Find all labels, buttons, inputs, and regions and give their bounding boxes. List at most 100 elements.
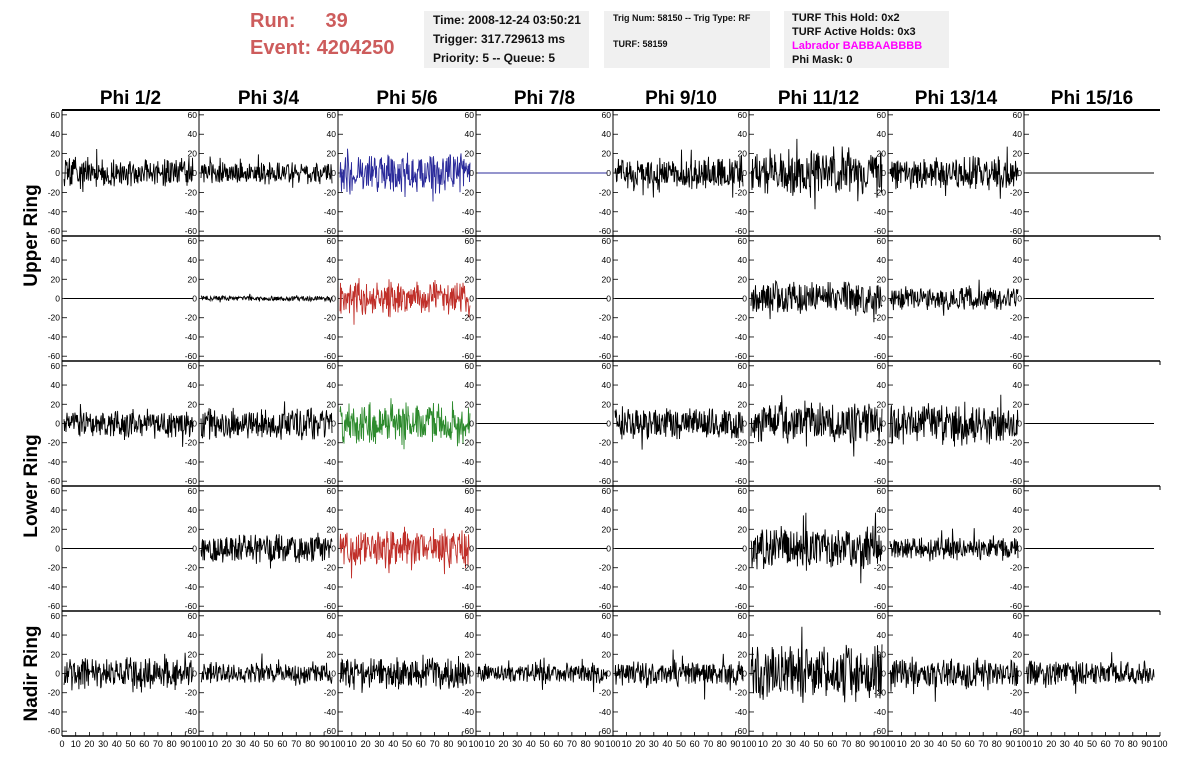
y-tick-label: 60 <box>738 236 748 246</box>
y-tick-label: -40 <box>735 207 748 217</box>
x-tick-label: 40 <box>526 739 536 749</box>
x-tick-label: 40 <box>662 739 672 749</box>
y-tick-label: 60 <box>327 611 337 621</box>
y-tick-label: -60 <box>874 726 887 736</box>
y-tick-label: 20 <box>602 524 612 534</box>
y-tick-label: 60 <box>1013 361 1023 371</box>
y-tick-label: -60 <box>48 476 61 486</box>
y-tick-label: 20 <box>1013 399 1023 409</box>
y-tick-label: 20 <box>51 524 61 534</box>
y-tick-label: 60 <box>602 611 612 621</box>
y-tick-label: 40 <box>465 129 475 139</box>
waveform-panel: -60 -40 -20 0 20 40 60 <box>324 486 476 612</box>
y-tick-label: 0 <box>1017 168 1022 178</box>
waveform-trace <box>63 148 194 193</box>
y-tick-label: -40 <box>48 582 61 592</box>
row-label: Lower Ring <box>21 434 42 537</box>
y-tick-label: -20 <box>48 313 61 323</box>
waveform-panel: -60 -40 -20 0 20 40 60 <box>462 236 613 362</box>
y-tick-label: -60 <box>1010 351 1023 361</box>
y-tick-label: -60 <box>324 601 337 611</box>
x-tick-label: 80 <box>443 739 453 749</box>
y-tick-label: 60 <box>188 110 198 120</box>
waveform-trace <box>750 512 883 584</box>
waveform-trace <box>889 394 1019 447</box>
y-tick-label: 20 <box>1013 274 1023 284</box>
y-tick-label: -20 <box>48 438 61 448</box>
y-tick-label: -20 <box>462 688 475 698</box>
y-tick-label: -20 <box>1010 313 1023 323</box>
y-tick-label: 20 <box>327 649 337 659</box>
x-tick-label: 0 <box>59 739 64 749</box>
column-header: Phi 13/14 <box>915 88 998 109</box>
y-tick-label: 0 <box>331 544 336 554</box>
y-tick-label: -60 <box>874 351 887 361</box>
waveform-panel: -60 -40 -20 0 20 40 60 <box>324 361 476 487</box>
x-tick-label: 60 <box>553 739 563 749</box>
x-tick-label: 30 <box>924 739 934 749</box>
column-header: Phi 5/6 <box>376 88 437 109</box>
x-tick-label: 80 <box>1128 739 1138 749</box>
y-tick-label: 20 <box>327 274 337 284</box>
x-tick-label: 50 <box>1087 739 1097 749</box>
y-tick-label: -60 <box>1010 601 1023 611</box>
y-tick-label: 0 <box>881 168 886 178</box>
y-tick-label: -60 <box>462 601 475 611</box>
x-tick-label: 100 <box>191 739 206 749</box>
y-tick-label: -20 <box>735 438 748 448</box>
y-tick-label: 60 <box>877 611 887 621</box>
y-tick-label: -40 <box>462 582 475 592</box>
y-tick-label: 60 <box>188 611 198 621</box>
y-tick-label: 20 <box>465 649 475 659</box>
y-tick-label: 40 <box>738 505 748 515</box>
y-tick-label: 40 <box>188 129 198 139</box>
y-tick-label: 20 <box>738 399 748 409</box>
y-tick-label: 0 <box>606 669 611 679</box>
y-tick-label: 40 <box>877 380 887 390</box>
waveform-trace <box>339 398 471 450</box>
x-tick-label: 40 <box>388 739 398 749</box>
y-tick-label: -60 <box>324 226 337 236</box>
y-tick-label: -40 <box>462 332 475 342</box>
waveform-panel: -60 -40 -20 0 20 40 60 <box>462 361 613 487</box>
y-tick-label: 40 <box>877 630 887 640</box>
waveform-panel: -60 -40 -20 0 20 40 60 <box>185 361 338 487</box>
y-tick-label: 0 <box>606 294 611 304</box>
y-tick-label: -40 <box>735 582 748 592</box>
x-tick-label: 30 <box>374 739 384 749</box>
y-tick-label: 40 <box>738 255 748 265</box>
y-tick-label: 0 <box>469 168 474 178</box>
y-tick-label: -40 <box>324 582 337 592</box>
x-tick-label: 40 <box>937 739 947 749</box>
x-tick-label: 90 <box>594 739 604 749</box>
y-tick-label: -60 <box>599 601 612 611</box>
y-tick-label: 0 <box>606 544 611 554</box>
y-tick-label: -40 <box>1010 457 1023 467</box>
row-label: Upper Ring <box>21 184 42 286</box>
waveform-trace <box>339 278 471 325</box>
trig-info-box: Trig Num: 58150 -- Trig Type: RF TURF: 5… <box>604 11 770 68</box>
x-tick-label: 40 <box>112 739 122 749</box>
y-tick-label: 60 <box>327 361 337 371</box>
x-tick-label: 60 <box>416 739 426 749</box>
y-tick-label: -60 <box>462 476 475 486</box>
waveform-trace <box>63 403 194 447</box>
waveform-panel: -60 -40 -20 0 20 40 60 <box>48 611 199 737</box>
y-tick-label: 20 <box>738 149 748 159</box>
waveform-trace <box>339 526 471 579</box>
y-tick-label: 0 <box>55 419 60 429</box>
y-tick-label: -60 <box>735 476 748 486</box>
y-tick-label: -40 <box>735 332 748 342</box>
y-tick-label: -20 <box>874 563 887 573</box>
waveform-panel: -60 -40 -20 0 20 40 60 <box>735 236 888 362</box>
trigger-text: Trigger: 317.729613 ms <box>433 32 566 46</box>
waveform-trace <box>889 279 1019 316</box>
y-tick-label: -60 <box>1010 726 1023 736</box>
y-tick-label: -20 <box>735 187 748 197</box>
y-tick-label: 20 <box>51 149 61 159</box>
y-tick-label: -40 <box>185 707 198 717</box>
y-tick-label: 60 <box>877 236 887 246</box>
y-tick-label: -40 <box>48 707 61 717</box>
y-tick-label: 20 <box>602 149 612 159</box>
x-tick-label: 90 <box>869 739 879 749</box>
